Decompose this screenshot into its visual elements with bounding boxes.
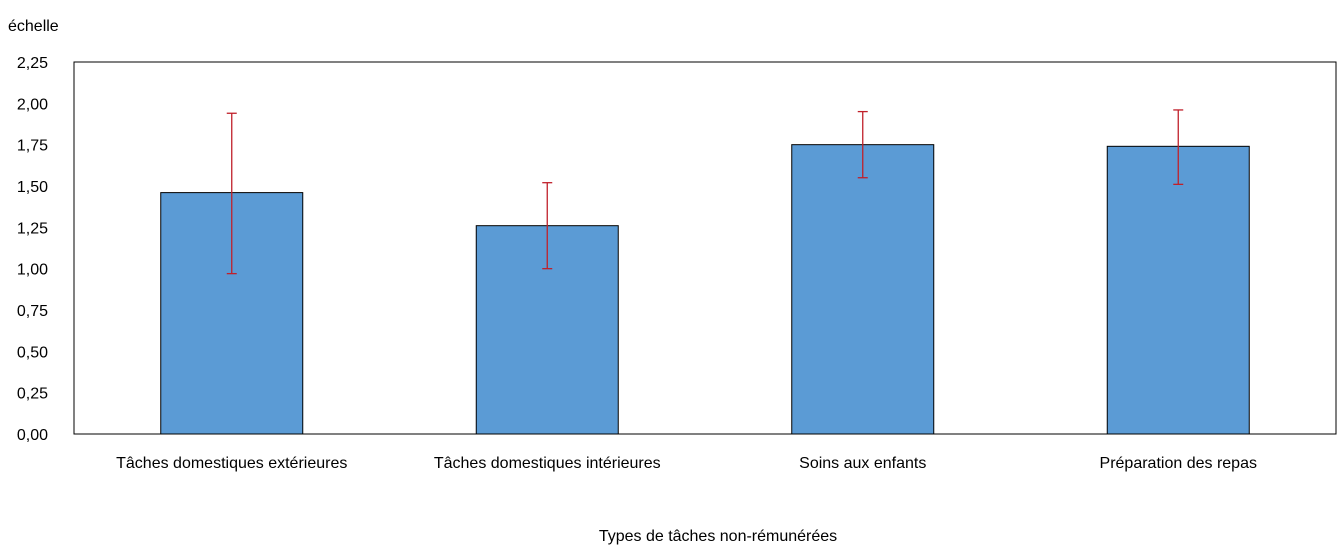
y-tick-label: 1,75	[17, 138, 48, 155]
y-tick-label: 0,25	[17, 386, 48, 403]
x-tick-label: Soins aux enfants	[799, 455, 926, 472]
error-bars-group	[226, 109, 1184, 275]
x-axis-label: Types de tâches non-rémunérées	[599, 528, 837, 545]
y-tick-label: 0,00	[17, 427, 48, 444]
bars-group	[160, 144, 1250, 435]
plot-area	[73, 61, 1337, 435]
y-tick-label: 1,50	[17, 179, 48, 196]
y-tick-label: 1,25	[17, 220, 48, 237]
x-axis-tick-labels: Tâches domestiques extérieures Tâches dom…	[116, 455, 1257, 472]
y-axis-label: échelle	[8, 18, 59, 35]
y-tick-label: 2,00	[17, 96, 48, 113]
x-tick-label: Tâches domestiques intérieures	[434, 455, 661, 472]
y-tick-label: 0,50	[17, 344, 48, 361]
y-tick-label: 2,25	[17, 55, 48, 72]
y-axis-ticks: 0,00 0,25 0,50 0,75 1,00 1,25 1,50 1,75 2,00 2,25	[17, 55, 48, 444]
y-tick-label: 1,00	[17, 262, 48, 279]
bar	[1106, 145, 1250, 435]
bar	[791, 144, 935, 435]
x-tick-label: Tâches domestiques extérieures	[116, 455, 347, 472]
y-tick-label: 0,75	[17, 303, 48, 320]
x-tick-label: Préparation des repas	[1100, 455, 1257, 472]
